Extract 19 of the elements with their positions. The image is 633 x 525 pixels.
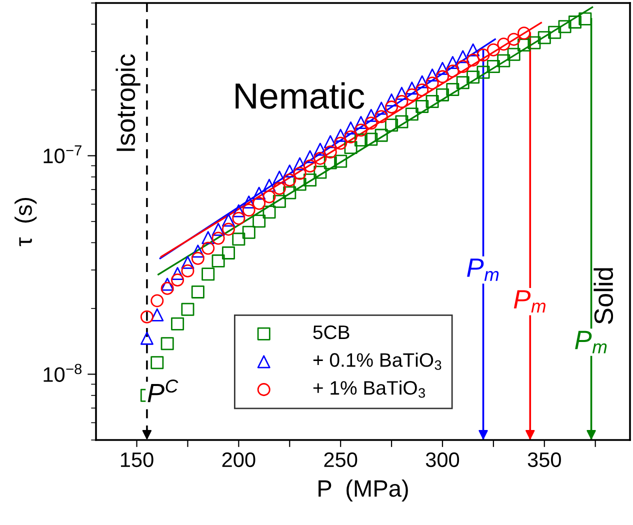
annotation: Solid [594,268,614,324]
ref-line-label: P$_{m}$ [575,330,607,354]
x-tick-label: 300 [426,452,460,468]
y-tick-label: 10$^{−7}$ [44,145,82,164]
x-tick-label: 250 [324,452,358,468]
ref-line-label: P$^{C}$ [148,380,178,402]
legend-label: 5CB [313,325,350,340]
y-axis-title: τ (s) [14,198,37,246]
x-tick-label: 350 [528,452,561,468]
ref-line-label: P$_{m}$ [514,290,546,313]
annotation: Isotropic [116,54,140,151]
legend-label: + 0.1% BaTiO$_{3}$ [313,352,442,370]
y-tick-label: 10$^{−8}$ [44,364,82,382]
legend-label: + 1% BaTiO$_{3}$ [313,380,425,398]
annotation: Nematic [236,82,364,109]
x-tick-label: 150 [120,452,154,468]
x-axis-title: P (MPa) [318,480,408,502]
ref-line-label: P$_{m}$ [467,258,499,281]
x-tick-label: 200 [222,452,256,468]
